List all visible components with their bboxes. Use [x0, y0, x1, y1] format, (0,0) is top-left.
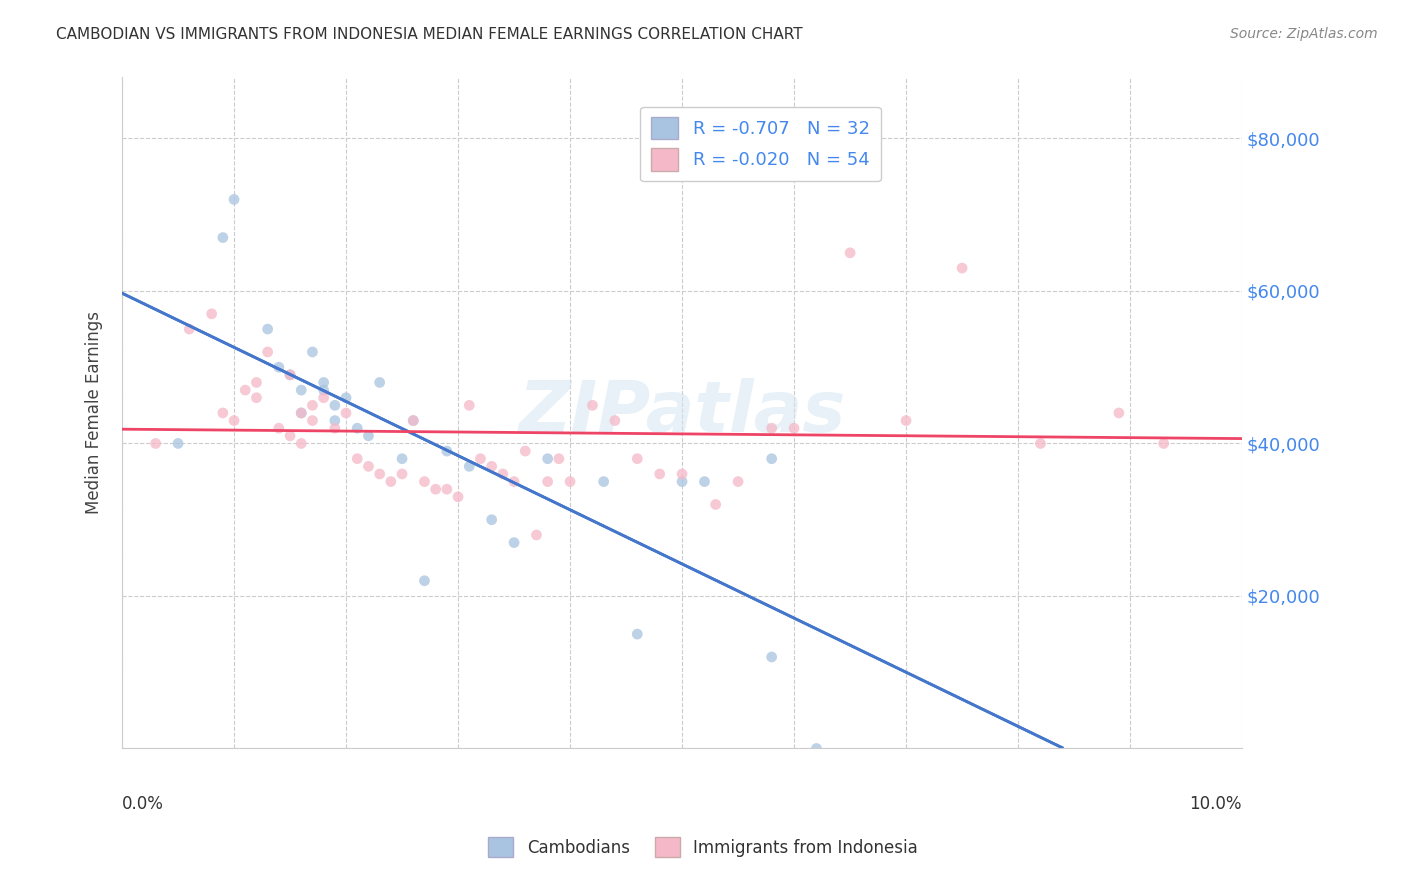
Point [346, 421, 368, 435]
Point [357, 429, 380, 443]
Point [290, 383, 312, 397]
Point [335, 406, 357, 420]
Point [267, 421, 290, 435]
Point [402, 414, 425, 428]
Point [671, 475, 693, 489]
Point [357, 459, 380, 474]
Point [704, 498, 727, 512]
Point [581, 398, 603, 412]
Point [447, 490, 470, 504]
Point [301, 345, 323, 359]
Point [278, 368, 301, 382]
Point [290, 436, 312, 450]
Point [806, 741, 828, 756]
Point [312, 383, 335, 397]
Point [346, 451, 368, 466]
Text: ZIPatlas: ZIPatlas [519, 378, 846, 448]
Point [492, 467, 515, 481]
Text: Source: ZipAtlas.com: Source: ZipAtlas.com [1230, 27, 1378, 41]
Point [245, 391, 267, 405]
Point [693, 475, 716, 489]
Point [256, 345, 278, 359]
Point [481, 459, 503, 474]
Point [537, 451, 560, 466]
Point [526, 528, 548, 542]
Legend: R = -0.707   N = 32, R = -0.020   N = 54: R = -0.707 N = 32, R = -0.020 N = 54 [640, 107, 880, 181]
Point [727, 475, 749, 489]
Point [323, 398, 346, 412]
Point [547, 451, 569, 466]
Text: 10.0%: 10.0% [1189, 796, 1241, 814]
Point [368, 467, 391, 481]
Point [312, 376, 335, 390]
Point [323, 414, 346, 428]
Point [267, 360, 290, 375]
Point [470, 451, 492, 466]
Point [201, 307, 224, 321]
Point [1108, 406, 1130, 420]
Point [558, 475, 581, 489]
Point [839, 245, 862, 260]
Point [626, 627, 648, 641]
Legend: Cambodians, Immigrants from Indonesia: Cambodians, Immigrants from Indonesia [479, 829, 927, 866]
Point [167, 436, 190, 450]
Point [222, 414, 245, 428]
Point [603, 414, 626, 428]
Point [212, 406, 235, 420]
Point [380, 475, 402, 489]
Point [368, 376, 391, 390]
Point [458, 398, 481, 412]
Point [312, 391, 335, 405]
Point [950, 261, 973, 276]
Point [648, 467, 671, 481]
Point [425, 482, 447, 496]
Point [413, 475, 436, 489]
Point [515, 444, 537, 458]
Point [290, 406, 312, 420]
Point [301, 398, 323, 412]
Point [761, 650, 783, 665]
Point [402, 414, 425, 428]
Point [503, 475, 526, 489]
Point [436, 444, 458, 458]
Point [436, 482, 458, 496]
Point [1153, 436, 1175, 450]
Point [458, 459, 481, 474]
Point [626, 451, 648, 466]
Point [222, 193, 245, 207]
Y-axis label: Median Female Earnings: Median Female Earnings [86, 311, 103, 515]
Point [537, 475, 560, 489]
Point [301, 414, 323, 428]
Point [278, 429, 301, 443]
Point [894, 414, 917, 428]
Point [1029, 436, 1052, 450]
Point [145, 436, 167, 450]
Point [783, 421, 806, 435]
Point [503, 535, 526, 549]
Point [391, 467, 413, 481]
Point [278, 368, 301, 382]
Text: 0.0%: 0.0% [122, 796, 165, 814]
Point [256, 322, 278, 336]
Point [481, 513, 503, 527]
Text: CAMBODIAN VS IMMIGRANTS FROM INDONESIA MEDIAN FEMALE EARNINGS CORRELATION CHART: CAMBODIAN VS IMMIGRANTS FROM INDONESIA M… [56, 27, 803, 42]
Point [761, 451, 783, 466]
Point [671, 467, 693, 481]
Point [290, 406, 312, 420]
Point [391, 451, 413, 466]
Point [179, 322, 201, 336]
Point [592, 475, 614, 489]
Point [245, 376, 267, 390]
Point [233, 383, 256, 397]
Point [413, 574, 436, 588]
Point [323, 421, 346, 435]
Point [761, 421, 783, 435]
Point [212, 230, 235, 244]
Point [335, 391, 357, 405]
